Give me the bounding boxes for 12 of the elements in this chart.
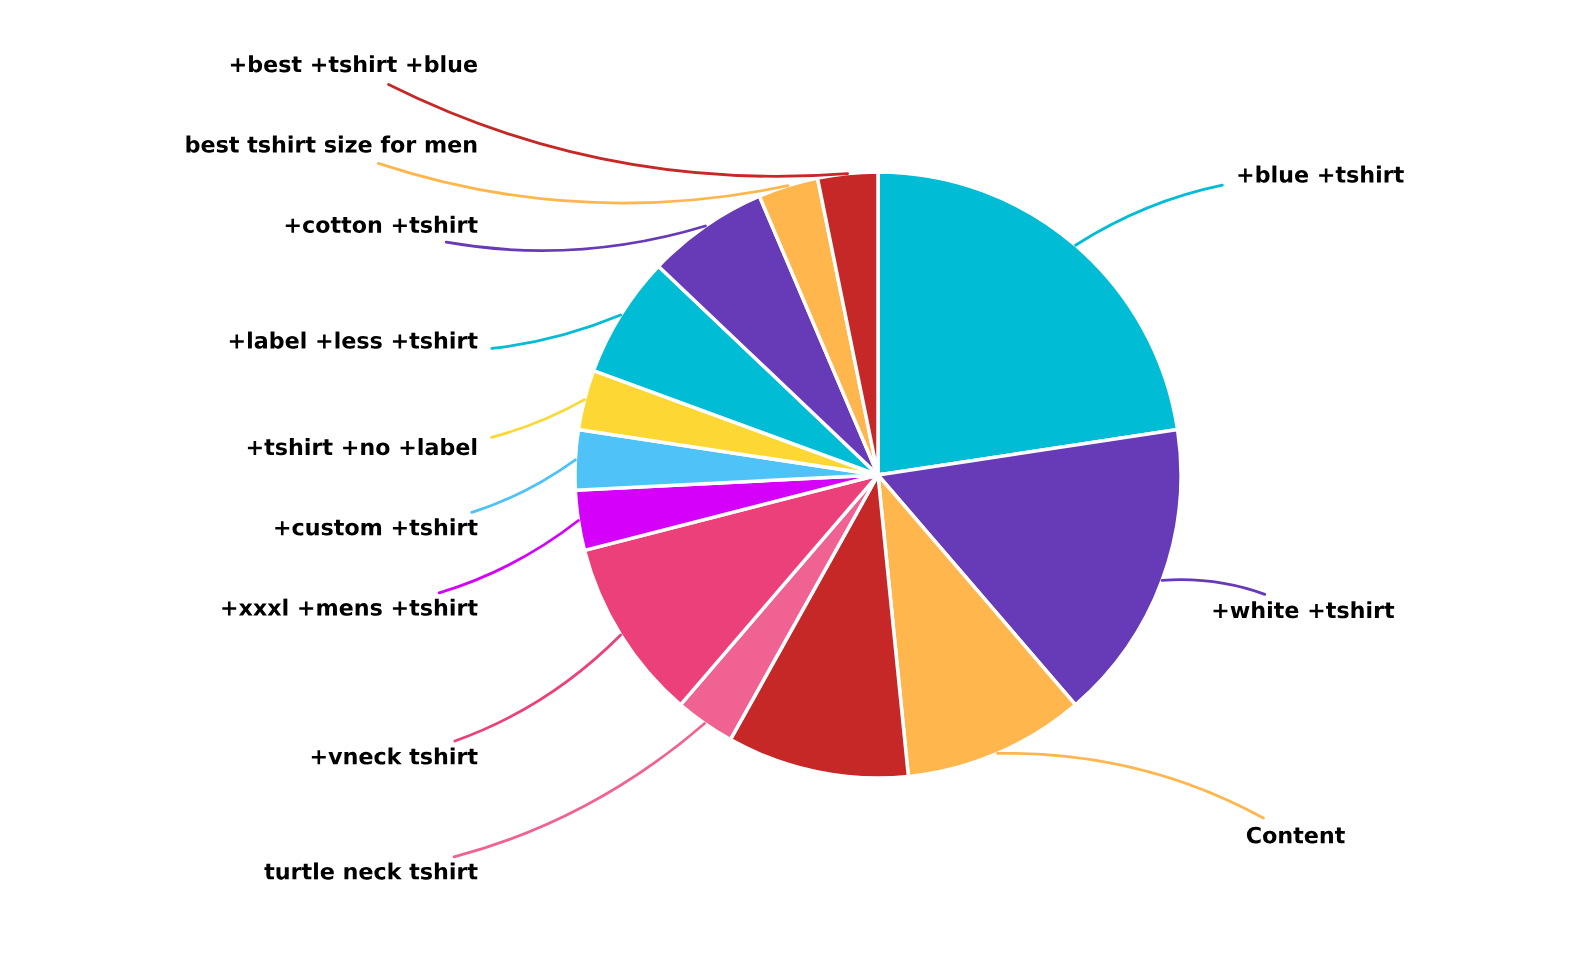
slice-label: +custom +tshirt (275, 518, 478, 536)
slice-label: Content (1246, 826, 1345, 844)
slice-label: +blue +tshirt (1238, 165, 1404, 183)
slice-label: +white +tshirt (1213, 601, 1395, 619)
slice-label: +vneck tshirt (311, 747, 478, 765)
slice-label: +cotton +tshirt (285, 215, 478, 233)
slice-label: turtle neck tshirt (264, 862, 478, 880)
slice-label: best tshirt size for men (186, 135, 477, 153)
slice-label: +xxxl +mens +tshirt (222, 598, 478, 616)
slice-label: +best +tshirt +blue (230, 55, 477, 73)
slice-label: +tshirt +no +label (247, 438, 477, 456)
slice-label: +label +less +tshirt (229, 331, 478, 349)
